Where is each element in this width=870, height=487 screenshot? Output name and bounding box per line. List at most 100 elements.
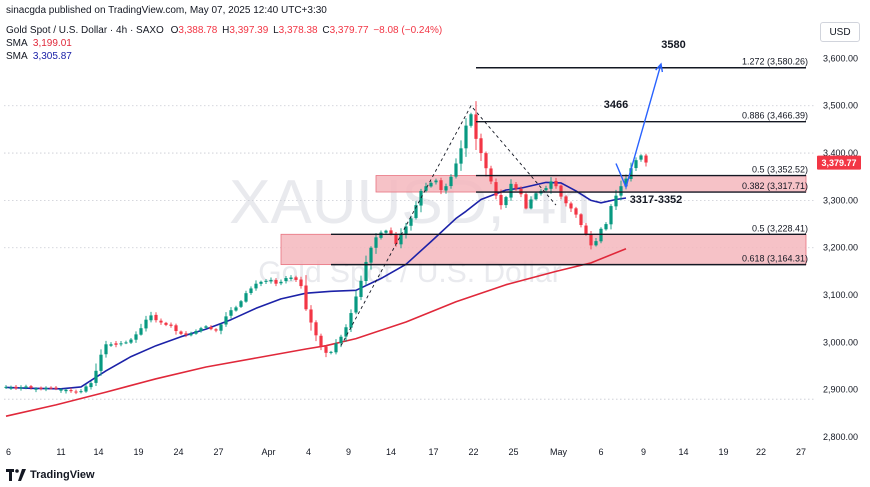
footer-brand[interactable]: TradingView: [6, 469, 95, 481]
x-tick-label: 22: [756, 447, 766, 457]
candle: [419, 188, 423, 213]
candle-body: [164, 322, 168, 325]
x-tick-label: 17: [428, 447, 438, 457]
candle: [574, 206, 578, 218]
candle-body: [429, 182, 433, 187]
candle: [229, 307, 233, 319]
candle-body: [249, 288, 253, 294]
candle: [254, 280, 258, 291]
candle-body: [214, 329, 218, 331]
candle: [334, 339, 338, 355]
change-value: −8.08 (−0.24%): [373, 25, 443, 36]
candle: [134, 331, 138, 343]
candle: [504, 195, 508, 209]
candle-body: [619, 186, 623, 196]
candle-body: [309, 309, 313, 323]
sma2-value: 3,305.87: [32, 51, 72, 62]
candle: [164, 321, 168, 327]
x-tick-label: 14: [93, 447, 103, 457]
drawings: [340, 62, 664, 346]
candle-body: [254, 283, 258, 289]
candle-body: [179, 331, 183, 334]
close-value: 3,379.77: [329, 25, 369, 36]
current-price-label: 3,379.77: [821, 158, 856, 168]
open-value: 3,388.78: [178, 25, 218, 36]
candle: [424, 182, 428, 193]
candle: [449, 174, 453, 189]
publisher-text: sinacgda published on TradingView.com, M…: [6, 5, 327, 16]
candle: [529, 196, 533, 210]
candle: [499, 189, 503, 210]
candle-body: [409, 218, 413, 226]
currency-button[interactable]: USD: [820, 22, 860, 42]
candle-body: [54, 387, 58, 389]
candle: [359, 275, 363, 301]
low-label: L: [273, 25, 279, 36]
price-axis[interactable]: 2,800.00 2,900.00 3,000.00 3,100.00 3,200.00…: [817, 53, 861, 442]
candle: [309, 305, 313, 331]
candle-body: [349, 313, 353, 328]
candle-body: [569, 203, 573, 209]
symbol-text[interactable]: Gold Spot / U.S. Dollar · 4h · SAXO: [6, 25, 164, 36]
candle-body: [574, 208, 578, 215]
candle-body: [434, 180, 438, 183]
support-zone-1: [280, 233, 807, 266]
candle: [439, 177, 443, 195]
candle: [84, 384, 88, 393]
candle-body: [594, 241, 598, 246]
candle: [579, 213, 583, 228]
candle: [194, 329, 198, 335]
candle-body: [534, 193, 538, 200]
candle-body: [554, 180, 558, 187]
candle-body: [74, 391, 78, 393]
candle: [179, 330, 183, 335]
candle: [119, 341, 123, 347]
candle: [64, 388, 68, 394]
candle-body: [244, 293, 248, 302]
candle: [614, 189, 618, 210]
candle-body: [264, 280, 268, 282]
candle-body: [294, 277, 298, 280]
y-tick-label: 2,900.00: [823, 385, 858, 395]
candle: [549, 177, 553, 194]
candle: [494, 178, 498, 200]
candle-body: [629, 168, 633, 179]
candle: [24, 384, 28, 390]
candle-body: [609, 206, 613, 225]
zigzag-dashed-line: [340, 104, 557, 346]
candle-body: [114, 343, 118, 345]
high-label: H: [222, 25, 230, 36]
candle: [344, 324, 348, 342]
candle: [199, 326, 203, 333]
candle-body: [394, 234, 398, 244]
y-tick-label: 2,800.00: [823, 432, 858, 442]
y-tick-label: 3,100.00: [823, 290, 858, 300]
candle: [409, 215, 413, 231]
candle-body: [144, 319, 148, 329]
candle: [639, 154, 643, 162]
candle: [19, 385, 23, 391]
candle-body: [474, 114, 478, 139]
candle-body: [559, 185, 563, 197]
candle: [294, 275, 298, 283]
candle-body: [139, 328, 143, 335]
annotation-2: 3317-3352: [630, 194, 683, 206]
candle-body: [274, 280, 278, 284]
fib-label-4: 0.5 (3,228.41): [752, 223, 808, 233]
candle-body: [524, 194, 528, 209]
candle-body: [174, 325, 178, 332]
sma-legend-2[interactable]: SMA 3,305.87: [6, 51, 72, 62]
candle: [474, 101, 478, 150]
candle: [384, 229, 388, 234]
candle-body: [39, 387, 43, 389]
time-axis[interactable]: 6 11 14 19 24 27 Apr 4 9 14 17 22 25 May 6 9 14 19 22 27: [6, 447, 806, 457]
candle: [244, 290, 248, 303]
candle-body: [109, 344, 113, 346]
candle-body: [189, 333, 193, 336]
candle-body: [354, 296, 358, 313]
candle: [79, 389, 83, 394]
candle: [399, 228, 403, 249]
sma-legend-1[interactable]: SMA 3,199.01: [6, 38, 72, 49]
candle: [544, 185, 548, 192]
